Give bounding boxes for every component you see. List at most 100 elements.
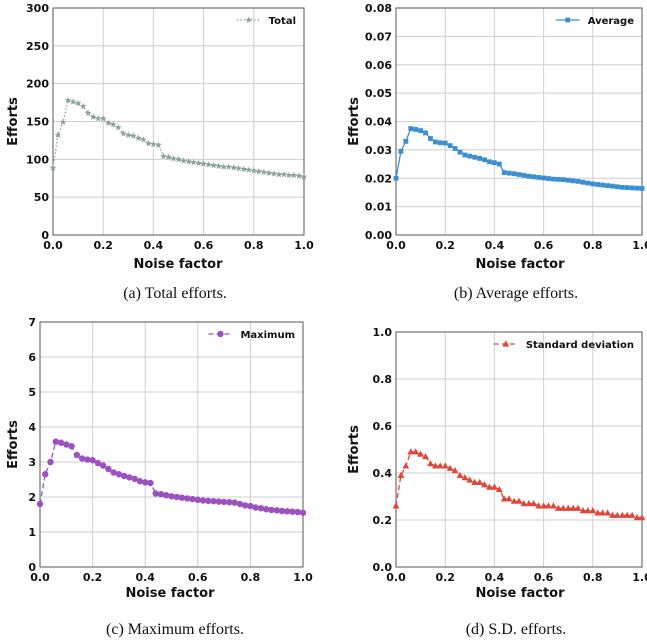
x-axis-label: Noise factor: [475, 257, 565, 272]
data-point: [104, 119, 112, 126]
legend-marker: [217, 330, 224, 338]
data-point: [194, 496, 201, 503]
data-point: [417, 450, 424, 457]
data-point: [89, 457, 96, 464]
data-point: [407, 448, 415, 455]
y-tick-label: 100: [26, 153, 49, 166]
data-point: [210, 498, 217, 505]
data-point: [605, 183, 610, 189]
data-point: [623, 511, 631, 518]
data-point: [295, 172, 303, 179]
data-point: [79, 102, 87, 110]
x-tick-label: 0.4: [485, 571, 505, 584]
data-point: [152, 490, 159, 497]
data-point: [412, 448, 420, 455]
data-point: [74, 99, 82, 107]
series-line: [395, 451, 642, 519]
x-tick-label: 0.2: [93, 239, 113, 252]
data-point: [535, 502, 543, 509]
data-point: [124, 131, 132, 139]
data-point: [398, 148, 404, 154]
data-point: [247, 502, 254, 510]
data-point: [126, 474, 133, 481]
x-tick-label: 0.8: [241, 571, 261, 584]
data-point: [252, 504, 259, 511]
data-point: [638, 514, 646, 521]
y-axis-label: Efforts: [347, 425, 362, 474]
data-point: [550, 502, 557, 509]
series-square: [393, 126, 645, 191]
data-point: [624, 185, 630, 191]
data-point: [481, 481, 488, 488]
data-point: [413, 127, 419, 132]
data-point: [510, 497, 518, 504]
y-tick-label: 0.02: [365, 172, 392, 185]
data-point: [184, 495, 191, 502]
x-tick-label: 1.0: [293, 571, 313, 584]
data-point: [500, 495, 508, 502]
y-tick-label: 0.0: [373, 561, 393, 574]
data-point: [284, 508, 291, 515]
data-point: [515, 497, 523, 504]
data-point: [633, 514, 641, 521]
x-tick-label: 1.0: [632, 239, 647, 252]
y-tick-label: 3: [28, 456, 36, 469]
data-point: [129, 132, 137, 139]
data-point: [57, 439, 65, 446]
data-point: [595, 182, 601, 187]
data-point: [278, 507, 286, 515]
y-axis-label: Efforts: [6, 97, 21, 146]
data-point: [570, 178, 576, 184]
y-tick-label: 0.05: [365, 87, 392, 100]
data-point: [63, 441, 70, 448]
data-point: [250, 167, 258, 174]
series-line: [395, 127, 643, 190]
figure-caption: (d) S.D. efforts.: [466, 621, 567, 638]
data-point: [540, 502, 547, 509]
data-point: [521, 173, 527, 178]
legend-marker: [502, 340, 510, 347]
plot-frame: [395, 7, 643, 236]
data-point: [536, 174, 542, 180]
data-point: [619, 184, 625, 190]
data-point: [255, 167, 263, 175]
x-axis-label: Noise factor: [133, 257, 223, 272]
data-point: [487, 159, 492, 165]
data-point: [168, 493, 175, 500]
y-tick-label: 0.8: [373, 373, 393, 386]
x-tick-label: 0.2: [435, 571, 455, 584]
legend-marker: [565, 17, 571, 23]
y-tick-label: 4: [28, 421, 36, 434]
x-tick-label: 0.2: [435, 239, 455, 252]
chart-panel-2: 0.00 0.01 0.02 0.03 0.04 0.05 0.06 0.07 0.08 0.0 0…: [347, 2, 647, 302]
data-point: [565, 177, 571, 183]
data-point: [285, 171, 293, 179]
data-point: [491, 483, 498, 490]
x-tick-label: 0.4: [144, 239, 164, 252]
data-point: [615, 184, 620, 190]
data-point: [574, 504, 582, 511]
data-point: [530, 499, 538, 507]
data-point: [457, 149, 463, 155]
data-point: [68, 443, 75, 450]
data-point: [531, 174, 537, 180]
data-point: [447, 143, 453, 149]
y-tick-label: 0.2: [373, 514, 393, 527]
data-point: [270, 170, 278, 177]
data-point: [52, 438, 59, 445]
y-axis-label: Efforts: [347, 97, 362, 146]
data-point: [300, 173, 308, 180]
data-point: [42, 471, 49, 478]
data-point: [456, 471, 464, 478]
y-tick-label: 0.04: [365, 116, 392, 129]
data-point: [230, 164, 238, 171]
data-point: [119, 130, 127, 137]
data-point: [467, 153, 473, 159]
y-tick-label: 0.07: [365, 30, 392, 43]
data-point: [600, 182, 606, 188]
data-point: [226, 499, 233, 506]
data-point: [579, 507, 587, 514]
data-point: [236, 500, 244, 508]
y-tick-label: 300: [26, 2, 49, 15]
data-point: [432, 139, 438, 145]
